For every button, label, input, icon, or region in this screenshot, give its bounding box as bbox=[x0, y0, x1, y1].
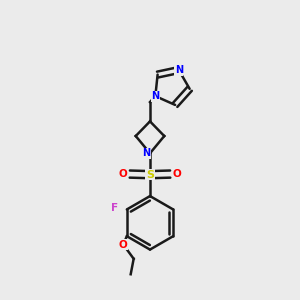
Text: O: O bbox=[119, 239, 128, 250]
Text: O: O bbox=[119, 169, 128, 179]
Text: N: N bbox=[151, 91, 159, 101]
Text: O: O bbox=[172, 169, 181, 179]
Text: N: N bbox=[175, 65, 183, 75]
Text: S: S bbox=[146, 170, 154, 180]
Text: F: F bbox=[111, 203, 118, 213]
Text: N: N bbox=[142, 148, 151, 158]
